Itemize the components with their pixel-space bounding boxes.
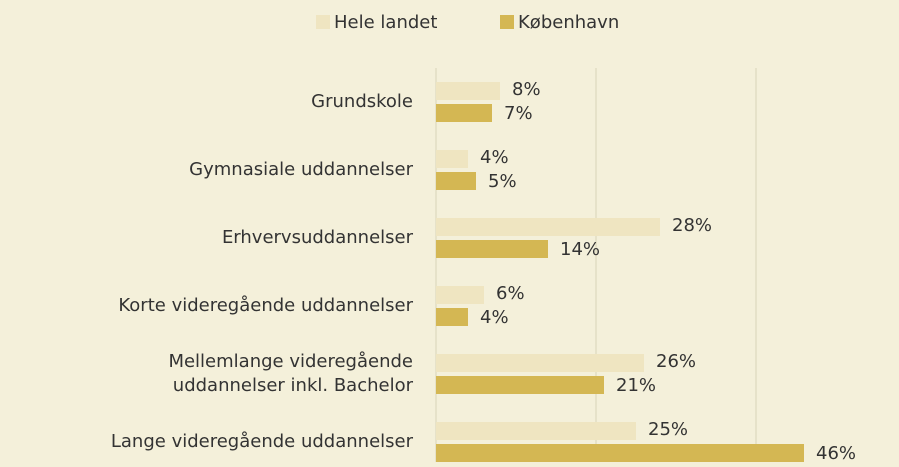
legend-swatch <box>316 15 330 29</box>
category-label: Lange videregående uddannelser <box>111 431 414 452</box>
bar <box>436 286 484 304</box>
category-label: Mellemlange videregående uddannelser inkl… <box>168 351 413 396</box>
bar <box>436 376 604 394</box>
value-label: 7% <box>504 103 533 124</box>
value-label: 6% <box>496 283 525 304</box>
value-label: 14% <box>560 239 600 260</box>
bar <box>436 354 644 372</box>
value-label: 5% <box>488 171 517 192</box>
legend-swatch <box>500 15 514 29</box>
value-label: 21% <box>616 375 656 396</box>
bar <box>436 218 660 236</box>
category-label: Gymnasiale uddannelser <box>189 159 413 180</box>
value-label: 8% <box>512 79 541 100</box>
category-label: Erhvervsuddannelser <box>222 227 414 248</box>
bar <box>436 172 476 190</box>
legend-label: Hele landet <box>334 12 437 33</box>
category-label: Korte videregående uddannelser <box>118 295 413 316</box>
bar <box>436 308 468 326</box>
value-label: 4% <box>480 307 509 328</box>
bar <box>436 422 636 440</box>
bar <box>436 104 492 122</box>
value-label: 46% <box>816 443 856 464</box>
value-label: 25% <box>648 419 688 440</box>
value-label: 26% <box>656 351 696 372</box>
bar <box>436 240 548 258</box>
legend-label: København <box>518 12 619 33</box>
bar <box>436 82 500 100</box>
value-label: 4% <box>480 147 509 168</box>
bar <box>436 150 468 168</box>
category-label: Grundskole <box>311 91 413 112</box>
value-label: 28% <box>672 215 712 236</box>
bar <box>436 444 804 462</box>
